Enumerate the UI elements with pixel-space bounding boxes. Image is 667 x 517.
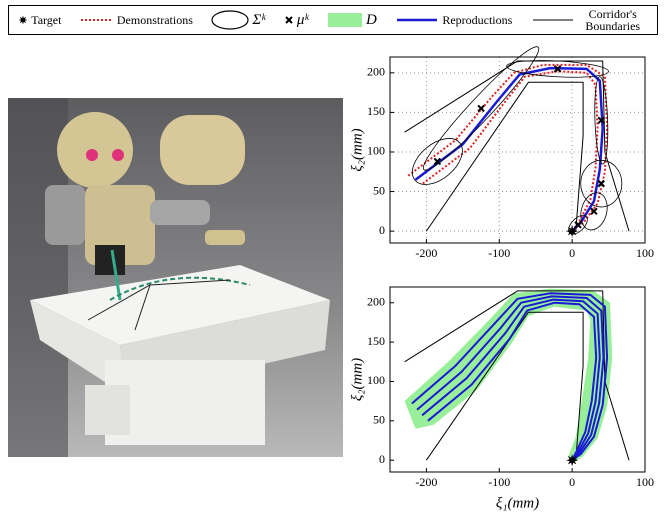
x-tick-label: 0 [569, 475, 575, 489]
y-tick-label: 150 [367, 334, 385, 348]
chart: -200 -100 0 100 0 50 100 150 200 ξ₂(mm) [349, 40, 654, 260]
y-tick-label: 0 [379, 223, 385, 237]
y-tick-label: 150 [367, 104, 385, 118]
photo [8, 98, 343, 457]
x-tick-label: 100 [636, 246, 654, 260]
x-tick-label: -200 [415, 246, 437, 260]
figure: -200 -100 0 100 0 50 100 150 200 ξ₂(mm) -200 -100 0 1… [0, 0, 667, 517]
y-tick-label: 200 [367, 65, 385, 79]
y-tick-label: 200 [367, 294, 385, 308]
page: Figure {"legend": {"items": [ {"label": … [0, 0, 667, 517]
y-tick-label: 50 [373, 183, 385, 197]
y-tick-label: 100 [367, 144, 385, 158]
y-tick-label: 0 [379, 452, 385, 466]
charts: -200 -100 0 100 0 50 100 150 200 ξ₂(mm) -200 -100 0 1… [349, 40, 654, 512]
y-tick-label: 100 [367, 373, 385, 387]
x-tick-label: 0 [569, 246, 575, 260]
chart: -200 -100 0 100 0 50 100 150 200 ξ₂(mm) ξ₁(mm) [349, 287, 654, 511]
x-tick-label: -200 [415, 475, 437, 489]
page-body: TargetDemonstrationsΣᵏμᵏDReproductionsCo… [0, 0, 667, 517]
y-tick-label: 50 [373, 413, 385, 427]
y-axis-label: ξ₂(mm) [349, 128, 365, 171]
x-tick-label: -100 [488, 475, 510, 489]
x-tick-label: 100 [636, 475, 654, 489]
x-tick-label: -100 [488, 246, 510, 260]
y-axis-label: ξ₂(mm) [349, 358, 365, 401]
x-axis-label: ξ₁(mm) [496, 495, 539, 511]
